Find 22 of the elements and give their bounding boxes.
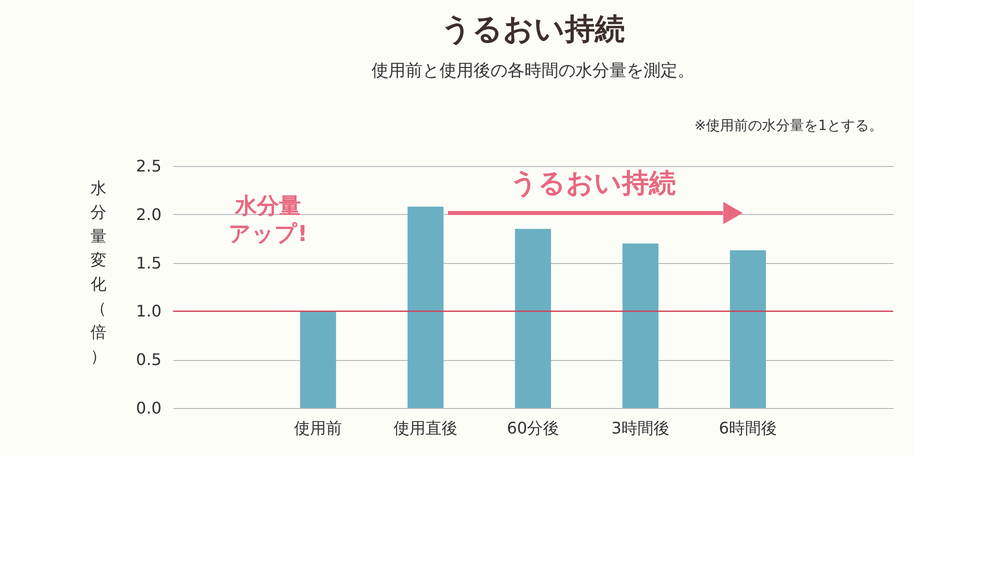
bar bbox=[515, 228, 551, 408]
chart-subtitle: 使用前と使用後の各時間の水分量を測定。 bbox=[372, 61, 694, 81]
annotation: うるおい持続 bbox=[510, 168, 676, 199]
x-tick-label: 3時間後 bbox=[611, 418, 670, 438]
bar bbox=[622, 243, 658, 408]
x-tick-label: 使用直後 bbox=[394, 418, 458, 438]
x-tick-label: 6時間後 bbox=[718, 418, 778, 438]
y-tick-label: 2.0 bbox=[136, 204, 162, 224]
x-tick-label: 使用前 bbox=[294, 418, 342, 438]
y-tick-label: 2.5 bbox=[136, 156, 162, 176]
text: ※使用前の水分量を1とする。 bbox=[694, 118, 883, 134]
y-tick-label: 0.5 bbox=[136, 350, 162, 370]
y-tick-label: 1.5 bbox=[136, 253, 162, 272]
x-tick-label: 60分後 bbox=[506, 418, 560, 438]
y-tick-label: 1.0 bbox=[136, 302, 162, 321]
bar bbox=[730, 250, 766, 408]
annotation: 水分量アップ! bbox=[228, 194, 308, 247]
y-axis-title: 水分量変化（倍） bbox=[90, 178, 106, 366]
bar bbox=[300, 311, 336, 408]
chart-title: うるおい持続 bbox=[441, 12, 625, 47]
y-tick-label: 0.0 bbox=[136, 398, 162, 418]
bar bbox=[408, 206, 444, 408]
